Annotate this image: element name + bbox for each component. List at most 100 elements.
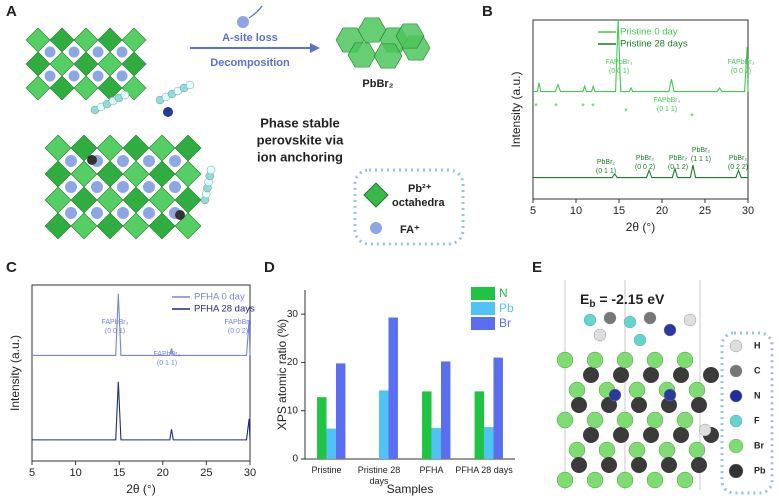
peak-label: (0 0 2) [731,68,751,75]
legend-atom [728,463,744,479]
plot-frame [532,19,749,200]
peak-label: (0 1 1) [157,360,177,367]
legend-text: H [754,340,761,350]
br-atom [598,441,616,459]
pb-atom [643,427,659,443]
hexagon [395,23,425,49]
energy-symbol: E [580,291,589,307]
fa-ion [143,155,155,167]
peak-label: (1 1 1) [691,156,711,163]
br-atom [676,411,694,429]
pb-atom [571,457,587,473]
pb-atom [643,367,659,383]
molecule-atom [120,90,130,100]
molecule-atom [663,388,677,402]
br-atom [688,441,706,459]
octahedron [73,75,99,101]
molecule-atom [175,210,185,220]
x-tick-label: 15 [113,467,125,479]
legend-text: Pristine 0 day [620,27,678,38]
br-atom [616,351,634,369]
molecule-atom [163,107,173,117]
y-axis-label: Intensity (a.u.) [509,71,523,147]
br-atom [616,411,634,429]
molecule-atom [663,323,677,337]
br-atom [586,351,604,369]
fa-ion [65,181,77,193]
peak-label: PbBr₂ [669,155,688,162]
x-axis-label: 2θ (°) [626,220,655,234]
panel-label: B [482,3,493,20]
octahedron [96,212,124,240]
panel-label: C [6,259,17,276]
caption: Phase stable [260,115,340,130]
br-atom [586,411,604,429]
pb-atom [571,397,587,413]
peak-label: FAPbBr₃ [102,319,129,326]
energy-subscript: b [589,299,595,310]
legend-text: octahedra [392,197,445,209]
br-atom [688,381,706,399]
xrd-line [533,164,748,179]
hexagon [347,42,377,68]
br-atom [628,441,646,459]
y-axis-label: XPS atomic ratio (%) [275,319,289,430]
br-atom [676,351,694,369]
legend-text: N [499,286,508,300]
product-label: PbBr₂ [362,78,393,90]
arrow-label: A-site loss [222,32,278,44]
octahedron [148,212,176,240]
y-tick-label: 0 [292,454,298,465]
fa-ion [169,181,181,193]
xrd-line [32,293,251,356]
x-tick-label: PFHA [419,465,444,475]
x-tick-label: 10 [69,467,81,479]
pb-atom [631,397,647,413]
peak-label: (0 1 1) [596,168,616,175]
octahedron [49,75,75,101]
x-tick-label: Pristine 28 days [357,465,401,486]
bar [422,391,432,459]
x-tick-label: 20 [656,205,668,217]
x-tick-label: 20 [157,467,169,479]
legend-atom [729,389,743,403]
x-tick-label: 30 [244,467,256,479]
legend-atom [729,364,743,378]
fa-ion [92,70,104,82]
legend-atom [729,339,743,353]
x-tick-label: 25 [699,205,711,217]
pb-atom [601,397,617,413]
pb-atom [583,367,599,383]
fa-ion [169,155,181,167]
molecule-atom [583,313,597,327]
fa-ion [44,46,56,58]
fa-icon [370,222,382,234]
br-atom [556,471,574,489]
fa-ion [65,207,77,219]
x-tick-label: 10 [570,205,582,217]
peak-label: PbBr₂ [692,147,711,154]
bar [431,428,441,459]
fa-ion [143,207,155,219]
octahedron [70,212,98,240]
peak-label: FAPbBr₃ [654,97,681,104]
legend-text: Br [499,316,511,330]
plot-frame [31,284,251,462]
x-tick-label: 30 [742,205,754,217]
octahedron [122,212,150,240]
legend-text: Br [754,440,764,450]
molecule-atom [603,311,617,325]
peak-label: FAPbBr₃ [225,319,252,326]
panel-label: A [6,3,17,20]
y-axis-label: Intensity (a.u.) [8,335,22,411]
br-atom [568,441,586,459]
molecule-atom [608,388,622,402]
pb-atom [601,457,617,473]
peak-marker: * [554,101,558,111]
hexagon [357,17,387,43]
fa-ion [116,46,128,58]
fa-ion [68,46,80,58]
legend-swatch [471,302,495,315]
molecule-atom [87,155,97,165]
